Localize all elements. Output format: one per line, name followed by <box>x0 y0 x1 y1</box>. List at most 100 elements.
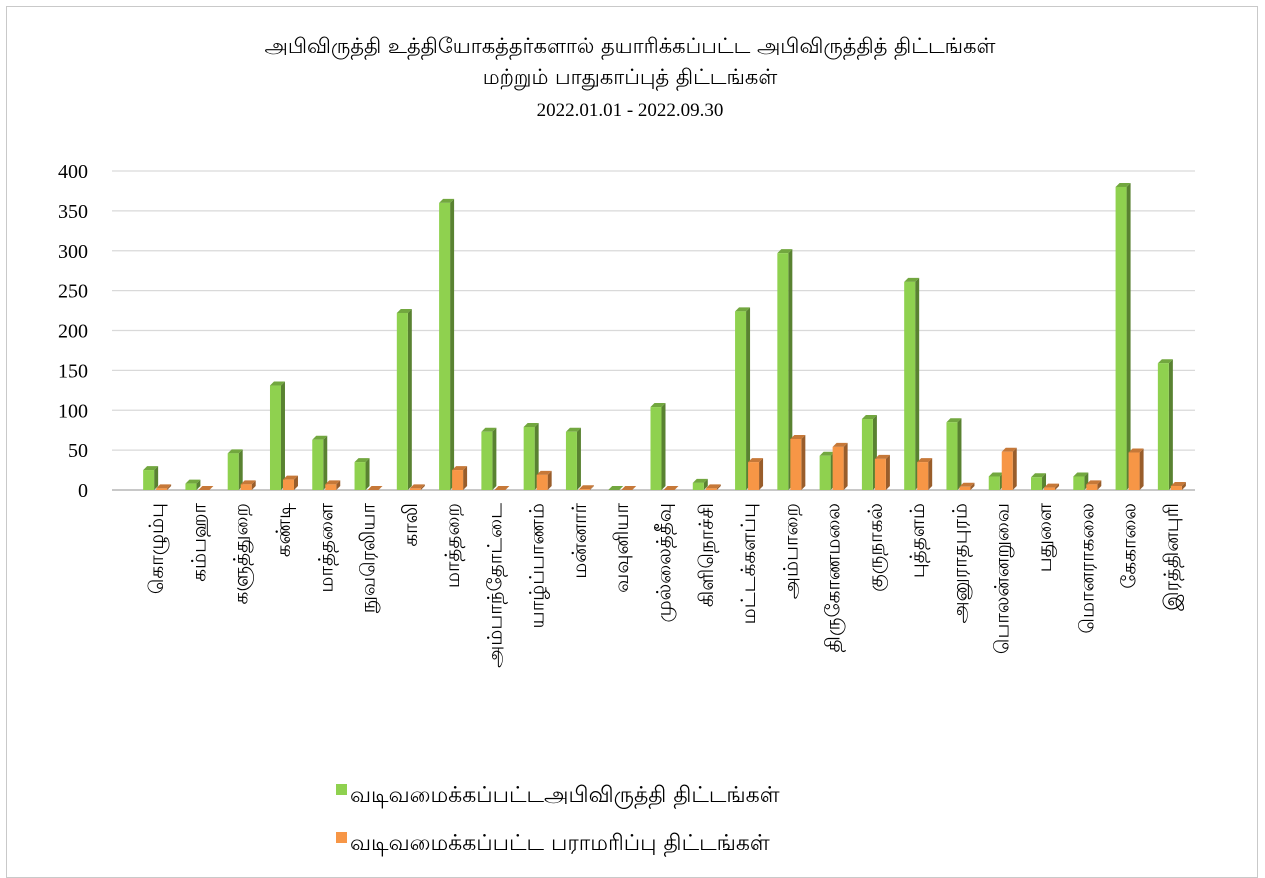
bar-top <box>523 422 539 427</box>
bar-top <box>861 415 877 420</box>
bar-side <box>970 482 975 490</box>
bar-maintenance <box>536 470 552 490</box>
x-tick-label: யாழ்ப்பாணம் <box>525 503 550 628</box>
bar-maintenance <box>1044 483 1060 490</box>
bar-side <box>1139 448 1144 490</box>
bar-side <box>420 484 425 490</box>
bar-top <box>705 484 721 489</box>
bar-side <box>167 484 172 490</box>
bar-top <box>1073 472 1089 477</box>
bar-development <box>904 277 920 490</box>
bar-maintenance <box>663 486 679 490</box>
legend: வடிவமைக்கப்பட்டஅபிவிருத்தி திட்டங்கள் வடி… <box>336 783 780 857</box>
bar-front <box>325 484 337 490</box>
bar-front <box>536 474 548 490</box>
bar-development <box>650 403 666 490</box>
bar-top <box>1086 480 1102 485</box>
bar-front <box>705 488 717 490</box>
bar-maintenance <box>1128 448 1144 490</box>
bar-side <box>1126 182 1131 490</box>
x-tick-label: முல்லைத்தீவு <box>652 503 677 623</box>
bar-side <box>1012 447 1017 490</box>
bar-maintenance <box>1086 480 1102 490</box>
bar-side <box>928 458 933 490</box>
bar-top <box>354 458 370 463</box>
bar-top <box>608 486 624 490</box>
bar-top <box>735 307 751 312</box>
bar-development <box>777 249 793 490</box>
bar-side <box>661 403 666 490</box>
bar-side <box>463 466 468 490</box>
x-tick-label: காலி <box>398 503 422 547</box>
bar-front <box>917 462 929 490</box>
x-tick-label: களுத்துறை <box>229 503 254 605</box>
bar-development <box>269 381 285 490</box>
x-tick-label: அம்பாறை <box>778 503 802 599</box>
bar-top <box>240 480 256 485</box>
bar-front <box>1044 487 1056 490</box>
bar-front <box>959 486 971 490</box>
x-tick-label: புத்தளம் <box>905 503 930 578</box>
bar-top <box>227 449 243 454</box>
x-tick-label: அம்பாந்தோட்டை <box>482 503 507 668</box>
y-tick-label: 0 <box>78 480 88 502</box>
bar-side <box>801 434 806 490</box>
bar-top <box>692 478 708 483</box>
bar-maintenance <box>832 442 848 490</box>
x-tick-label: கொழும்பு <box>144 503 169 594</box>
bar-side <box>407 308 412 490</box>
bar-side <box>1042 473 1047 490</box>
bar-front <box>650 407 662 490</box>
bar-front <box>946 422 958 490</box>
bar-development <box>185 479 201 490</box>
bar-side <box>716 484 721 490</box>
x-tick-label: அனுராதபுரம் <box>947 503 972 624</box>
bar-side <box>885 454 890 490</box>
x-tick-label: வவுனியா <box>609 502 633 592</box>
bar-side <box>759 458 764 490</box>
x-tick-label: மட்டக்களப்பு <box>736 503 760 624</box>
bar-front <box>269 385 281 490</box>
bar-top <box>946 418 962 423</box>
bar-maintenance <box>790 434 806 490</box>
bar-front <box>143 470 155 490</box>
bar-top <box>959 482 975 487</box>
bar-front <box>1073 476 1085 490</box>
bar-top <box>988 472 1004 477</box>
bar-front <box>409 488 421 490</box>
bar-side <box>746 307 751 490</box>
bar-front <box>861 419 873 490</box>
bar-front <box>354 462 366 490</box>
bar-top <box>481 427 497 432</box>
bar-side <box>547 470 552 490</box>
bar-side <box>589 485 594 490</box>
bar-top <box>790 434 806 439</box>
bar-front <box>1086 484 1098 490</box>
bar-maintenance <box>409 484 425 490</box>
bar-top <box>1001 447 1017 452</box>
bar-side <box>323 435 328 490</box>
bar-side <box>1097 480 1102 490</box>
x-tick-label: நுவரெலியா <box>356 502 381 613</box>
bar-development <box>1073 472 1089 490</box>
bar-front <box>578 489 590 490</box>
bar-side <box>1168 359 1173 490</box>
x-tick-label: இரத்தினபுரி <box>1159 503 1184 611</box>
bar-side <box>1055 483 1060 490</box>
bar-development <box>1115 182 1131 490</box>
bar-development <box>735 307 751 490</box>
legend-item: வடிவமைக்கப்பட்டஅபிவிருத்தி திட்டங்கள் <box>336 783 780 809</box>
bar-top <box>1044 483 1060 488</box>
bar-top <box>748 458 764 463</box>
bar-development <box>946 418 962 490</box>
bar-maintenance <box>367 486 383 490</box>
bar-development <box>861 415 877 490</box>
x-tick-label: குருநாகல் <box>863 503 888 592</box>
bar-top <box>396 308 412 313</box>
x-axis-ticks: கொழும்பு கம்பஹா களுத்துறை கண்டி மாத்தளை நுவரெ… <box>144 502 1184 667</box>
bar-top <box>650 403 666 408</box>
bar-front <box>1170 486 1182 490</box>
bar-top <box>663 486 679 490</box>
bar-maintenance <box>1001 447 1017 490</box>
